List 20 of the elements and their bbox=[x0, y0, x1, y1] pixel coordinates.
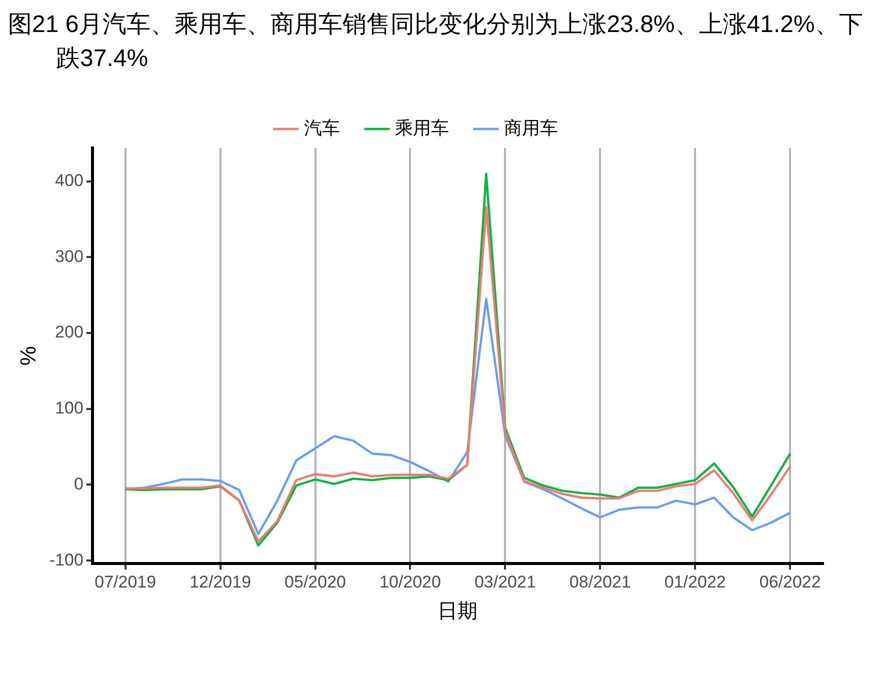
y-tick-label: 200 bbox=[55, 322, 84, 342]
y-tick-label: 0 bbox=[74, 474, 84, 494]
legend-label: 商用车 bbox=[504, 118, 558, 138]
x-tick-label: 03/2021 bbox=[474, 572, 536, 592]
x-tick-label: 12/2019 bbox=[190, 572, 252, 592]
x-tick-label: 06/2022 bbox=[759, 572, 821, 592]
y-tick-label: 300 bbox=[55, 246, 84, 266]
x-tick-label: 07/2019 bbox=[94, 572, 156, 592]
x-tick-label: 01/2022 bbox=[664, 572, 726, 592]
x-tick-label: 10/2020 bbox=[380, 572, 441, 592]
x-tick-label: 08/2021 bbox=[569, 572, 631, 592]
y-tick-label: 100 bbox=[55, 398, 84, 418]
legend-label: 乘用车 bbox=[395, 118, 449, 138]
y-axis-title: % bbox=[15, 346, 40, 366]
y-tick-label: 400 bbox=[55, 171, 84, 190]
legend-label: 汽车 bbox=[304, 118, 340, 138]
y-tick-label: -100 bbox=[49, 550, 84, 570]
x-axis-title: 日期 bbox=[438, 600, 478, 623]
chart-title: 图21 6月汽车、乘用车、商用车销售同比变化分别为上涨23.8%、上涨41.2%、下跌37.4% bbox=[8, 10, 864, 74]
x-tick-label: 05/2020 bbox=[284, 572, 346, 592]
